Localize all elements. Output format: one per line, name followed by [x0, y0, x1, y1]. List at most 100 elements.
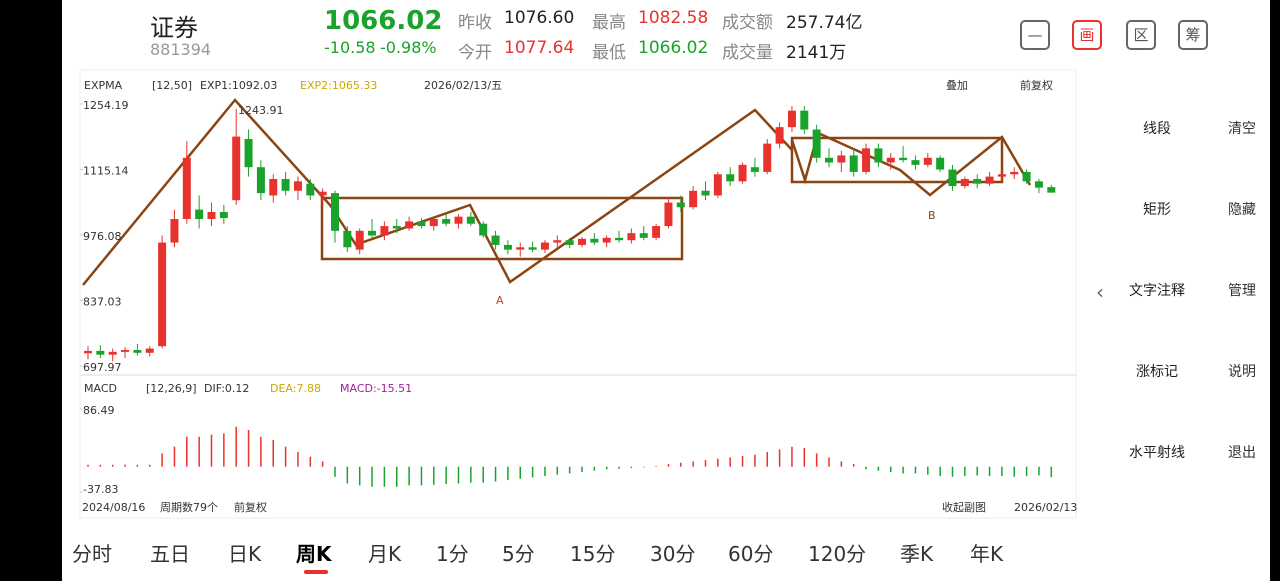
candle-body [800, 110, 809, 130]
candle-body [195, 209, 204, 220]
candle-body [121, 349, 130, 352]
date: 2026/02/13/五 [424, 79, 502, 92]
period-count: 周期数79个 [160, 501, 218, 514]
stat-label: 今开 [458, 43, 492, 63]
candle-body [281, 178, 290, 191]
candle-body [936, 157, 945, 170]
adjust[interactable]: 前复权 [1020, 78, 1053, 92]
tool[interactable]: 涨标记 [1136, 364, 1178, 380]
end-date: 2026/02/13 [1014, 501, 1077, 514]
tab[interactable]: 季K [900, 542, 934, 566]
chart-frame [79, 69, 1077, 519]
tab[interactable]: 五日 [150, 542, 190, 566]
overlay[interactable]: 叠加 [946, 79, 968, 92]
tab[interactable]: 周K [296, 542, 332, 566]
range-button[interactable]: 区 [1126, 20, 1156, 50]
params: [12,50] [152, 79, 192, 92]
candle-body [1022, 171, 1031, 182]
minimize-button[interactable]: — [1020, 20, 1050, 50]
collapse-arrow[interactable]: ‹ [1096, 280, 1104, 304]
side-action[interactable]: 清空 [1228, 121, 1256, 137]
candle-body [170, 219, 179, 243]
tab[interactable]: 15分 [570, 542, 616, 566]
chips-button[interactable]: 筹 [1178, 20, 1208, 50]
side-action[interactable]: 管理 [1228, 283, 1256, 299]
candle-body [825, 157, 833, 163]
tab[interactable]: 1分 [436, 542, 469, 566]
candle-body [355, 230, 364, 250]
candle-body [207, 211, 216, 220]
macd-tick-label: 86.49 [83, 404, 115, 417]
candle-body [615, 237, 624, 241]
candle-body [108, 351, 117, 355]
box [790, 136, 1004, 184]
candle-body [664, 202, 673, 227]
candle-body [689, 190, 698, 208]
candle-body [491, 235, 500, 245]
candle-body [713, 174, 722, 196]
candle-body [639, 233, 648, 238]
point-a: A [496, 294, 504, 307]
candle-body [578, 238, 586, 245]
candle-body [293, 181, 302, 191]
tab[interactable]: 30分 [650, 542, 696, 566]
tool[interactable]: 线段 [1143, 121, 1171, 137]
tab-indicator [304, 570, 328, 574]
candle-body [516, 247, 525, 250]
tab[interactable]: 分时 [72, 542, 112, 566]
candle-body [1047, 187, 1056, 193]
candle-body [158, 242, 167, 347]
candle-body [602, 237, 611, 243]
stat-value: 257.74亿 [786, 13, 863, 33]
exp2: EXP2:1065.33 [300, 79, 377, 92]
indicator: EXPMA [84, 79, 123, 92]
candle-body [256, 167, 265, 194]
tab[interactable]: 月K [368, 542, 402, 566]
footer-adjust: 前复权 [234, 500, 267, 514]
candle-body [318, 191, 327, 196]
tool[interactable]: 文字注释 [1129, 283, 1185, 299]
candle-body [244, 138, 253, 168]
candle-body [553, 240, 562, 243]
side-action[interactable]: 隐藏 [1228, 202, 1256, 218]
candle-body [454, 216, 463, 224]
candle-body [466, 216, 475, 224]
tab[interactable]: 年K [970, 542, 1004, 566]
candle-body [528, 247, 537, 250]
tool[interactable]: 矩形 [1143, 202, 1171, 218]
collapse[interactable]: 收起副图 [942, 500, 986, 514]
candle-body [849, 155, 858, 172]
tab[interactable]: 60分 [728, 542, 774, 566]
candle-body [442, 219, 451, 224]
side-action[interactable]: 退出 [1228, 445, 1256, 461]
side-action[interactable]: 说明 [1228, 364, 1256, 380]
stat-label: 成交量 [722, 43, 773, 63]
candle-body [973, 178, 982, 184]
stat-value: 1077.64 [504, 38, 575, 58]
candle-body [899, 157, 908, 161]
change-pct: -0.98% [380, 38, 437, 57]
macd-name: MACD [84, 382, 117, 395]
candle-body [1010, 171, 1019, 175]
app: 证券 881394 1066.02 -10.58 -0.98% — 画 区 筹 … [62, 0, 1270, 581]
tool[interactable]: 水平射线 [1129, 445, 1185, 461]
stat-value: 1066.02 [638, 38, 709, 58]
trend-line [354, 108, 793, 284]
candle-body [1034, 181, 1043, 188]
stat-label: 最高 [592, 13, 626, 33]
candle-body [479, 223, 488, 236]
macd-tick-label: -37.83 [83, 483, 118, 496]
tab[interactable]: 日K [228, 542, 262, 566]
tab[interactable]: 120分 [808, 542, 867, 566]
stock-code: 881394 [150, 40, 212, 59]
draw-button[interactable]: 画 [1072, 20, 1102, 50]
candle-body [232, 136, 241, 201]
candle-body [219, 211, 228, 219]
y-tick-label: 697.97 [83, 361, 122, 374]
y-tick-label: 1254.19 [83, 99, 129, 112]
candle-body [182, 157, 191, 220]
candle-body [812, 129, 821, 158]
drawings [82, 98, 1032, 286]
tab[interactable]: 5分 [502, 542, 535, 566]
